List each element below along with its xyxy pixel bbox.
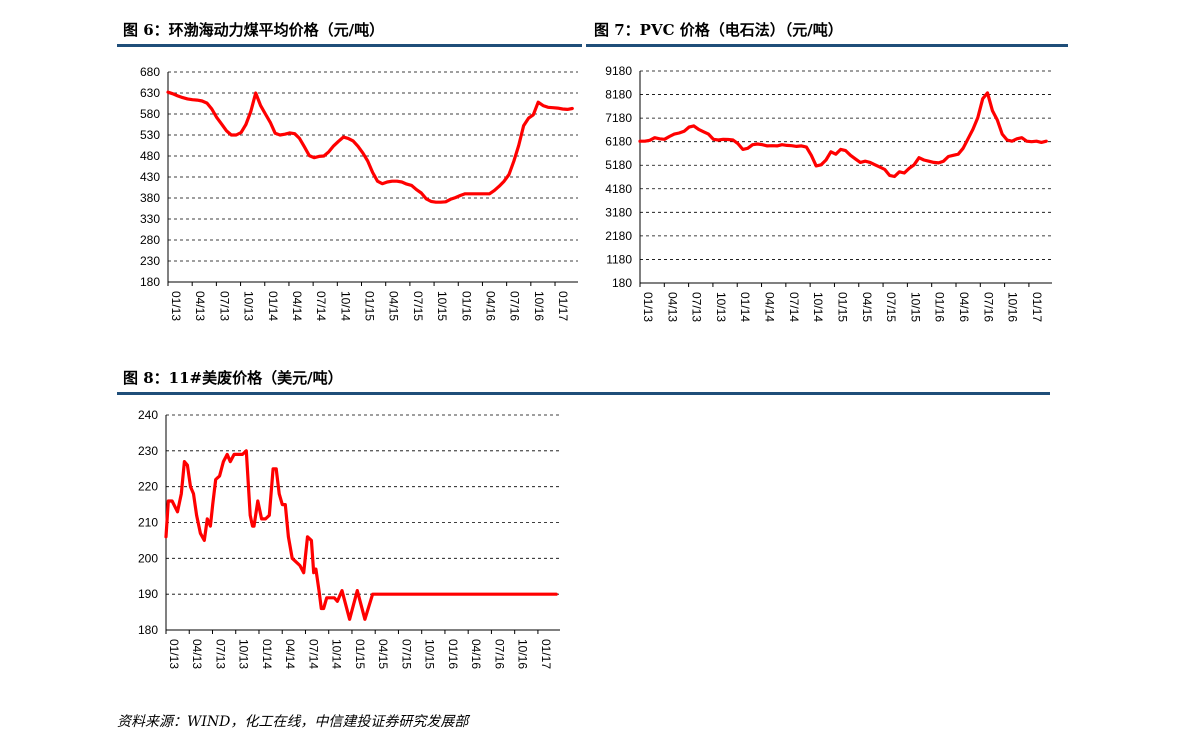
x-tick-label: 04/16 [483,291,497,321]
x-tick-label: 04/14 [283,639,297,669]
x-tick-label: 01/17 [556,291,570,321]
y-tick-label: 8180 [605,88,632,102]
y-tick-label: 580 [140,107,160,121]
y-tick-label: 1180 [606,252,632,266]
title-rule [117,44,582,47]
y-tick-label: 220 [138,480,158,494]
x-tick-label: 10/16 [1006,292,1020,322]
x-tick-label: 10/16 [532,291,546,321]
x-tick-label: 07/15 [884,292,898,322]
chart-title: 图 6：环渤海动力煤平均价格（元/吨） [123,21,385,39]
y-tick-label: 630 [140,86,160,100]
x-tick-label: 04/13 [190,639,204,669]
y-tick-label: 280 [140,233,160,247]
x-tick-label: 07/15 [411,291,425,321]
x-tick-label: 04/13 [665,292,679,322]
y-tick-label: 7180 [605,111,632,125]
chart-title: 图 7：PVC 价格（电石法）（元/吨） [594,21,843,39]
x-tick-label: 07/16 [508,291,522,321]
x-tick-label: 10/13 [242,291,256,321]
x-tick-label: 01/13 [167,639,181,669]
x-tick-label: 01/16 [933,292,947,322]
y-tick-label: 180 [612,276,632,290]
x-tick-label: 01/15 [835,292,849,322]
x-tick-label: 10/15 [908,292,922,322]
x-tick-label: 04/15 [376,639,390,669]
y-tick-label: 430 [140,170,160,184]
y-tick-label: 230 [138,444,158,458]
x-tick-label: 07/14 [314,291,328,321]
x-tick-label: 04/15 [860,292,874,322]
x-tick-label: 01/15 [363,291,377,321]
y-tick-label: 4180 [605,182,632,196]
x-tick-label: 04/13 [193,291,207,321]
x-tick-label: 01/16 [459,291,473,321]
y-tick-label: 210 [138,516,158,530]
x-tick-label: 07/15 [399,639,413,669]
y-tick-label: 5180 [605,158,632,172]
x-tick-label: 07/14 [306,639,320,669]
x-tick-label: 04/16 [957,292,971,322]
x-tick-label: 07/16 [492,639,506,669]
x-tick-label: 01/14 [266,291,280,321]
x-tick-label: 10/14 [811,292,825,322]
x-tick-label: 07/14 [787,292,801,322]
y-tick-label: 480 [140,149,160,163]
y-tick-label: 230 [140,254,160,268]
x-tick-label: 01/17 [1030,292,1044,322]
x-tick-label: 01/13 [641,292,655,322]
y-tick-label: 240 [138,408,158,422]
x-tick-label: 01/13 [169,291,183,321]
y-tick-label: 680 [140,65,160,79]
x-tick-label: 04/14 [763,292,777,322]
x-tick-label: 10/15 [435,291,449,321]
x-tick-label: 07/13 [690,292,704,322]
y-tick-label: 3180 [605,205,632,219]
x-tick-label: 10/13 [237,639,251,669]
x-tick-label: 01/14 [738,292,752,322]
x-tick-label: 01/17 [539,639,553,669]
y-tick-label: 180 [138,623,158,637]
x-tick-label: 10/14 [338,291,352,321]
x-tick-label: 04/14 [290,291,304,321]
x-tick-label: 04/16 [469,639,483,669]
series-line [164,449,558,621]
y-tick-label: 330 [140,212,160,226]
x-tick-label: 10/13 [714,292,728,322]
title-rule [586,44,1068,47]
series-line [166,90,574,204]
series-line [638,91,1048,179]
x-tick-label: 01/16 [446,639,460,669]
y-tick-label: 380 [140,191,160,205]
x-tick-label: 01/14 [260,639,274,669]
x-tick-label: 01/15 [353,639,367,669]
y-tick-label: 190 [138,587,158,601]
y-tick-label: 6180 [605,135,632,149]
y-tick-label: 530 [140,128,160,142]
chart-title: 图 8：11#美废价格（美元/吨） [123,369,343,387]
x-tick-label: 07/13 [213,639,227,669]
x-tick-label: 10/15 [423,639,437,669]
title-rule [117,392,1050,395]
y-tick-label: 2180 [605,229,632,243]
y-tick-label: 200 [138,551,158,565]
source-note: 资料来源：WIND，化工在线，中信建投证券研究发展部 [117,714,469,730]
y-tick-label: 180 [140,275,160,289]
x-tick-label: 10/16 [516,639,530,669]
y-tick-label: 9180 [605,64,632,78]
x-tick-label: 04/15 [387,291,401,321]
x-tick-label: 07/13 [217,291,231,321]
x-tick-label: 10/14 [330,639,344,669]
x-tick-label: 07/16 [981,292,995,322]
